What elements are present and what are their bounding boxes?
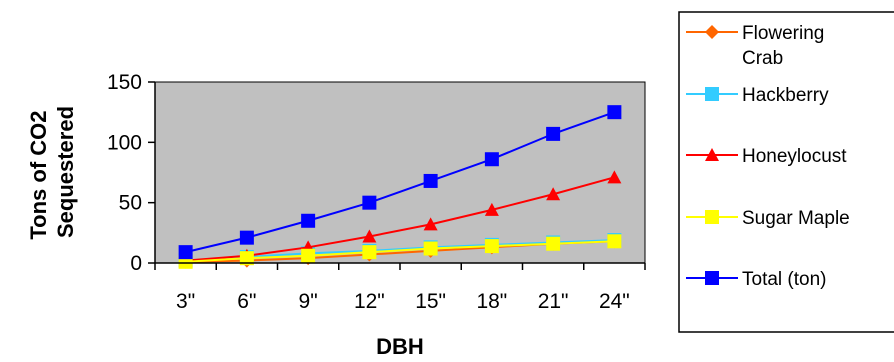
data-point	[607, 234, 622, 249]
x-tick-label: 24"	[599, 290, 630, 313]
x-tick-label: 9"	[299, 290, 318, 313]
x-tick-layer: 3" 6" 9" 12" 15" 18" 21" 24"	[154, 263, 646, 313]
legend-marker	[705, 25, 719, 39]
y-axis-title-line-1: Tons of CO2	[26, 110, 51, 239]
data-point	[362, 229, 377, 243]
data-point	[607, 170, 622, 184]
legend-marker	[705, 87, 719, 101]
data-point	[239, 230, 254, 245]
y-tick-label: 50	[119, 192, 142, 215]
y-tick-layer: 0 50 100 150	[107, 71, 155, 275]
legend-label: Honeylocust	[742, 146, 847, 167]
data-point	[484, 152, 499, 167]
y-tick-label: 0	[130, 252, 142, 275]
data-point	[362, 195, 377, 210]
series-line	[185, 239, 615, 262]
legend-entry: Total (ton)	[686, 269, 826, 290]
legend-label: Hackberry	[742, 85, 829, 106]
data-point	[301, 248, 316, 263]
data-point	[239, 251, 254, 266]
data-point	[484, 239, 499, 254]
series-line	[185, 240, 615, 263]
series-layer	[178, 105, 622, 269]
plot-area	[154, 81, 646, 264]
data-point	[546, 236, 561, 251]
data-point	[362, 245, 377, 260]
legend-label: Flowering	[742, 23, 824, 44]
x-tick-label: 18"	[476, 290, 507, 313]
y-axis-title: Tons of CO2 Sequestered	[26, 104, 78, 239]
y-tick-label: 150	[107, 71, 142, 94]
legend-label: Total (ton)	[742, 269, 826, 290]
legend-label: Crab	[742, 48, 783, 69]
x-tick-label: 3"	[176, 290, 195, 313]
x-tick-label: 21"	[538, 290, 569, 313]
data-point	[423, 241, 438, 256]
legend-entry: Flowering Crab	[686, 23, 824, 69]
x-tick-label: 6"	[237, 290, 256, 313]
data-point	[546, 187, 561, 201]
data-point	[423, 217, 438, 231]
series-line	[185, 176, 615, 262]
legend: Flowering Crab Hackberry Honeylocust Sugar M…	[686, 23, 850, 290]
data-point	[178, 245, 193, 260]
x-axis-title: DBH	[376, 334, 424, 359]
data-point	[546, 126, 561, 141]
legend-label: Sugar Maple	[742, 208, 850, 229]
data-point	[607, 105, 622, 120]
legend-entry: Sugar Maple	[686, 208, 850, 229]
x-tick-label: 15"	[415, 290, 446, 313]
legend-marker	[705, 271, 719, 285]
legend-marker	[705, 210, 719, 224]
y-tick-label: 100	[107, 131, 142, 154]
series-line	[185, 111, 615, 254]
legend-entry: Honeylocust	[686, 146, 847, 167]
data-point	[301, 213, 316, 228]
data-point	[484, 202, 499, 216]
y-axis-title-line-2: Sequestered	[53, 106, 78, 238]
legend-marker	[705, 148, 719, 161]
series-4	[178, 105, 622, 260]
data-point	[423, 173, 438, 188]
legend-entry: Hackberry	[686, 85, 829, 106]
x-tick-label: 12"	[354, 290, 385, 313]
